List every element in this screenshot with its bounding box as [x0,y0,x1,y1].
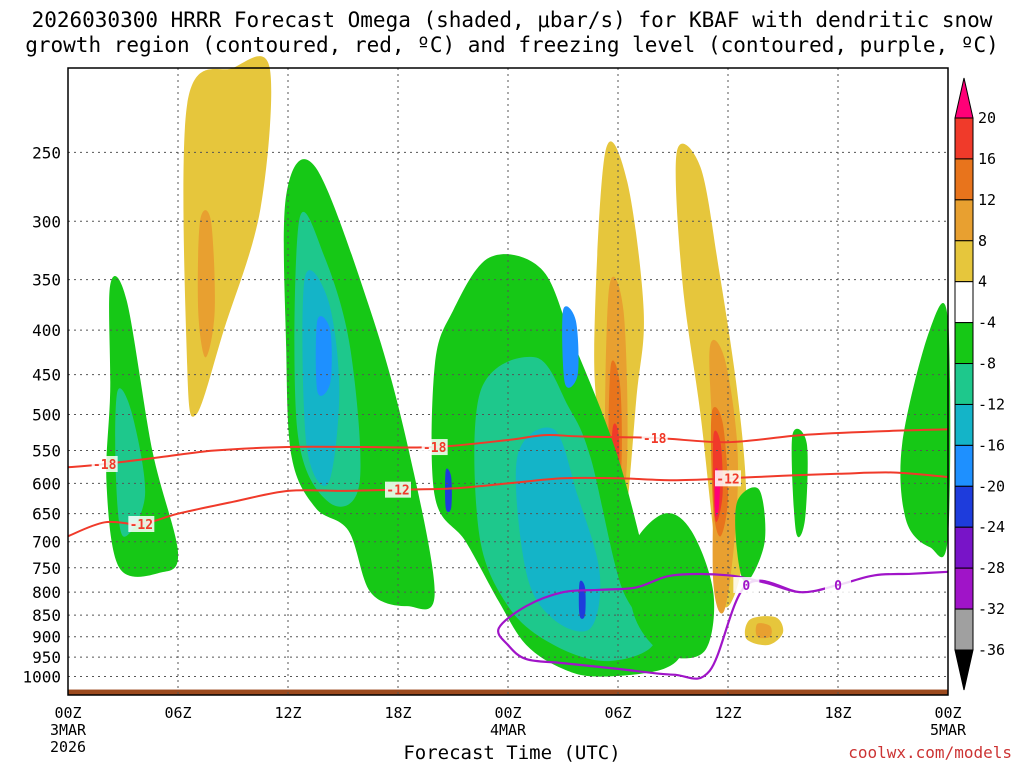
colorbar-box-11 [954,567,974,610]
y-tick-350: 350 [32,271,61,290]
colorbar-label-2: 12 [978,191,996,209]
dgz-contour-0 [67,428,949,469]
y-tick-1000: 1000 [22,668,61,687]
y-tick-400: 400 [32,321,61,340]
dgz-label-b-0: -18 [423,441,447,456]
omega-region-28 [735,487,766,583]
colorbar-top-arrow [954,77,974,119]
colorbar-box-6 [954,363,974,405]
colorbar-label-5: -4 [978,314,996,332]
dgz-label-c-1: -12 [716,472,739,487]
colorbar-box-8 [954,444,974,487]
omega-region-21 [515,427,601,632]
y-tick-900: 900 [32,628,61,647]
axis-labels: 250 300 350 400 450 500 550 600 650 700 750 800 850 9… [22,143,967,756]
dgz-label-a-0-bg [91,456,118,473]
colorbar-box-5 [954,322,974,365]
omega-region-18 [315,316,332,396]
colorbar-label-8: -16 [978,436,1005,454]
omega-region-0 [183,56,272,417]
colorbar-label-0: 20 [978,109,996,127]
omega-region-12 [755,623,772,639]
y-tick-850: 850 [32,606,61,625]
y-tick-500: 500 [32,405,61,424]
dgz-label-a-1-bg [128,515,155,532]
dgz-contour-1 [67,471,949,538]
colorbar-bottom-arrow [954,649,974,691]
y-tick-700: 700 [32,533,61,552]
colorbar-label-10: -24 [978,518,1005,536]
dgz-label-c-1-bg [715,470,741,487]
y-tick-300: 300 [32,212,61,231]
x-tick-0: 00Z [54,704,81,722]
contour-layer: -18 -18 -18 -12 -12 -12 0 0 [67,428,949,680]
colorbar-label-12: -32 [978,600,1005,618]
colorbar-label-1: 16 [978,150,996,168]
colorbar-box-3 [954,240,974,283]
colorbar-label-13: -36 [978,641,1005,659]
x-tick-2: 12Z [274,704,301,722]
colorbar-label-7: -12 [978,395,1005,413]
colorbar-label-9: -20 [978,477,1005,495]
y-tick-550: 550 [32,442,61,461]
credit-text: coolwx.com/models [848,743,1012,762]
colorbar-box-9 [954,485,974,528]
colorbar-label-6: -8 [978,355,996,373]
dgz-label-a-1: -12 [130,518,153,533]
omega-region-25 [628,513,715,659]
x-tick-3: 18Z [384,704,411,722]
colorbar: 20 16 12 8 4 -4 -8 -12 -16 -20 -24 -28 -32 -36 [954,77,1005,691]
dgz-label-b-1-bg [385,481,411,498]
omega-region-27 [791,428,808,538]
freezing-label-b: 0 [742,579,750,594]
y-tick-950: 950 [32,648,61,667]
y-tick-750: 750 [32,559,61,578]
chart-title-line1: 2026030300 HRRR Forecast Omega (shaded, … [31,8,993,32]
colorbar-label-4: 4 [978,273,987,291]
dgz-label-c-0: -18 [643,432,667,447]
y-tick-650: 650 [32,505,61,524]
x-tick-5: 06Z [604,704,631,722]
x-subtick-0: 3MAR [50,721,87,739]
x-subtick-4: 4MAR [490,721,527,739]
y-tick-800: 800 [32,583,61,602]
y-tick-250: 250 [32,143,61,162]
omega-region-24 [445,468,452,513]
omega-region-23 [578,580,586,619]
omega-region-22 [562,306,579,388]
dgz-label-b-0-bg [421,439,448,456]
plot-frame [67,67,949,696]
x-subtick-8: 5MAR [930,721,967,739]
colorbar-box-1 [954,158,974,201]
colorbar-box-4 [954,281,974,324]
x-tick-1: 06Z [164,704,191,722]
y-tick-450: 450 [32,366,61,385]
colorbar-box-12 [954,608,974,651]
x-subtick2-0: 2026 [50,738,86,756]
colorbar-box-2 [954,199,974,242]
colorbar-label-11: -28 [978,559,1005,577]
colorbar-box-7 [954,403,974,446]
colorbar-box-0 [954,117,974,160]
x-tick-7: 18Z [824,704,851,722]
freezing-label-a: 0 [834,579,842,594]
colorbar-label-3: 8 [978,232,987,250]
dgz-label-b-1: -12 [386,484,409,499]
x-tick-6: 12Z [714,704,741,722]
dgz-label-c-0-bg [641,429,668,446]
omega-region-14 [115,388,146,537]
freezing-label-a-bg [825,577,851,594]
chart-title-line2: growth region (contoured, red, ºC) and f… [25,33,999,57]
x-axis-title: Forecast Time (UTC) [403,742,621,764]
y-tick-600: 600 [32,474,61,493]
x-tick-4: 00Z [494,704,521,722]
omega-region-1 [197,210,215,358]
dgz-label-a-0: -18 [93,458,117,473]
colorbar-box-10 [954,526,974,569]
x-tick-8: 00Z [934,704,961,722]
omega-shading [106,56,951,677]
freezing-label-b-bg [733,577,760,594]
